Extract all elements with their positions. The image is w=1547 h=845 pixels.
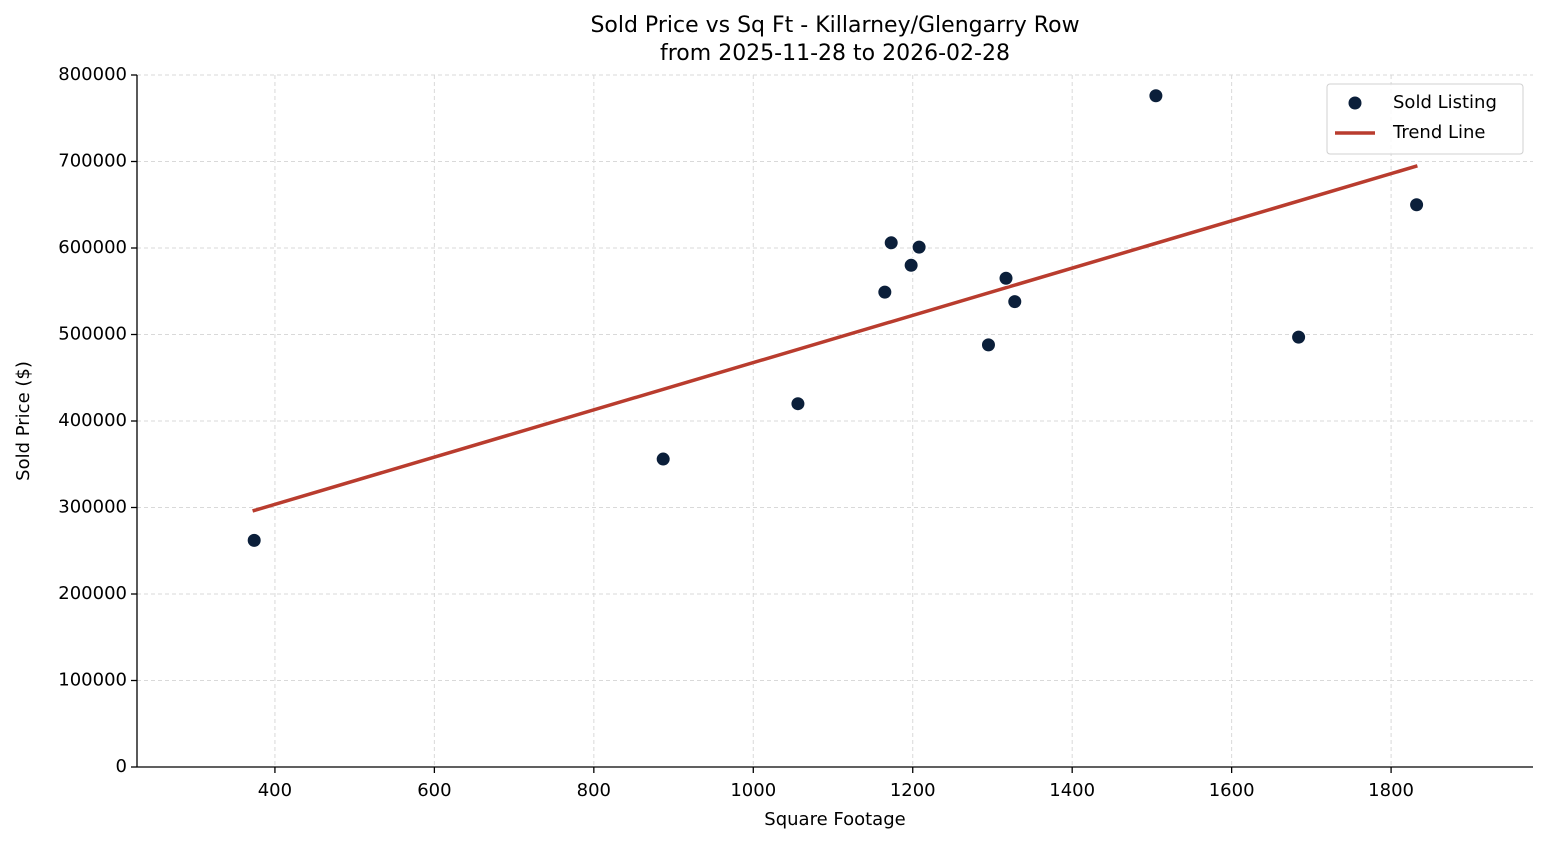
scatter-point	[1291, 329, 1307, 345]
scatter-point	[980, 337, 996, 353]
x-tick-label: 600	[417, 780, 451, 801]
legend-label: Trend Line	[1392, 122, 1486, 143]
trend-line	[252, 164, 1418, 513]
scatter-point	[655, 451, 671, 467]
scatter-point	[246, 532, 262, 548]
legend-label: Sold Listing	[1393, 92, 1497, 113]
y-tick-label: 100000	[58, 670, 127, 691]
x-tick-label: 1200	[890, 780, 936, 801]
scatter-point	[998, 270, 1014, 286]
x-tick-label: 400	[258, 780, 292, 801]
scatter-point	[903, 257, 919, 273]
scatter-point	[1148, 88, 1164, 104]
x-tick-label: 1800	[1368, 780, 1414, 801]
scatter-point	[911, 239, 927, 255]
y-tick-label: 700000	[58, 151, 127, 172]
y-tick-label: 300000	[58, 497, 127, 518]
y-tick-label: 500000	[58, 324, 127, 345]
scatter-point	[883, 235, 899, 251]
scatter-point	[1007, 294, 1023, 310]
chart-subtitle: from 2025-11-28 to 2026-02-28	[660, 41, 1010, 66]
y-tick-label: 800000	[58, 64, 127, 85]
legend-box	[1326, 83, 1524, 155]
scatter-point	[1409, 197, 1425, 213]
y-axis-label: Sold Price ($)	[13, 361, 34, 481]
x-tick-label: 1000	[730, 780, 776, 801]
y-tick-label: 0	[116, 756, 127, 777]
x-axis-label: Square Footage	[764, 809, 905, 830]
y-tick-label: 400000	[58, 410, 127, 431]
scatter-point	[877, 284, 893, 300]
chart-title: Sold Price vs Sq Ft - Killarney/Glengarr…	[590, 13, 1079, 38]
y-tick-label: 600000	[58, 237, 127, 258]
x-tick-label: 800	[577, 780, 611, 801]
x-tick-label: 1400	[1049, 780, 1095, 801]
x-tick-label: 1600	[1209, 780, 1255, 801]
y-tick-label: 200000	[58, 583, 127, 604]
scatter-point	[790, 396, 806, 412]
legend-swatch	[1347, 95, 1363, 111]
